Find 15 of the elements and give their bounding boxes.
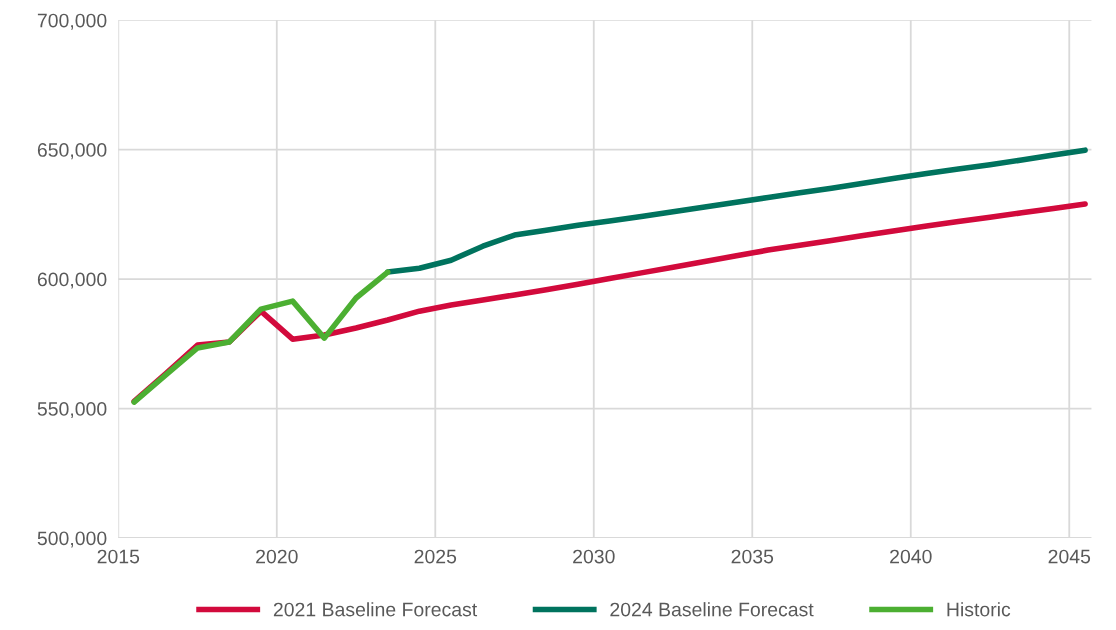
x-tick-label: 2035 [731,549,774,564]
x-tick-label: 2030 [573,549,615,564]
y-tick-label: 650,000 [37,143,107,160]
y-tick-label: 550,000 [37,402,107,419]
legend-label: 2021 Baseline Forecast [273,602,478,617]
legend-label: 2024 Baseline Forecast [610,602,814,617]
x-tick-label: 2040 [890,549,932,564]
y-tick-label: 700,000 [37,13,107,30]
x-tick-label: 2015 [97,549,140,564]
x-tick-label: 2045 [1048,549,1091,564]
y-tick-label: 600,000 [37,272,107,289]
y-tick-label: 500,000 [37,531,107,548]
x-tick-label: 2025 [414,549,457,564]
x-tick-label: 2020 [256,549,298,564]
legend-label: Historic [947,602,1011,617]
